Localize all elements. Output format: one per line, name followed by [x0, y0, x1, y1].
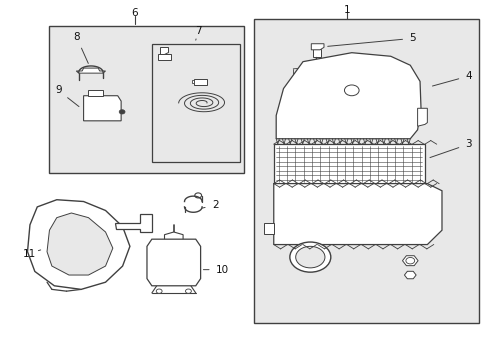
Text: 2: 2 — [202, 200, 218, 210]
Bar — [281, 187, 424, 237]
Circle shape — [295, 246, 325, 268]
Circle shape — [119, 110, 125, 114]
Polygon shape — [311, 44, 324, 50]
Polygon shape — [402, 256, 417, 266]
Polygon shape — [88, 90, 103, 96]
Circle shape — [405, 257, 414, 264]
Text: 4: 4 — [431, 71, 471, 86]
Text: 3: 3 — [429, 139, 471, 158]
Text: 9: 9 — [55, 85, 79, 107]
Bar — [273, 144, 424, 184]
Circle shape — [185, 289, 191, 293]
Polygon shape — [83, 96, 121, 121]
Text: 8: 8 — [73, 32, 88, 63]
Bar — [192, 80, 194, 83]
Polygon shape — [115, 214, 152, 232]
Polygon shape — [417, 108, 427, 126]
Polygon shape — [76, 68, 105, 73]
Bar — [152, 44, 239, 162]
Polygon shape — [264, 223, 273, 234]
Text: 7: 7 — [194, 26, 201, 40]
Circle shape — [344, 85, 358, 96]
Polygon shape — [147, 239, 200, 286]
Polygon shape — [27, 200, 130, 289]
Circle shape — [289, 242, 330, 272]
Text: 1: 1 — [343, 5, 349, 15]
Text: 11: 11 — [22, 248, 41, 258]
Bar — [49, 26, 244, 173]
Polygon shape — [276, 53, 420, 139]
Polygon shape — [404, 271, 415, 279]
Polygon shape — [160, 47, 167, 54]
Text: 10: 10 — [203, 265, 229, 275]
Polygon shape — [164, 232, 183, 243]
Bar — [312, 49, 321, 57]
Circle shape — [194, 193, 201, 198]
Polygon shape — [47, 213, 113, 275]
Polygon shape — [273, 184, 441, 244]
Circle shape — [156, 289, 162, 293]
Bar — [254, 19, 478, 323]
Bar — [158, 54, 171, 60]
Text: 6: 6 — [131, 8, 138, 18]
Bar — [194, 78, 206, 85]
Text: 5: 5 — [327, 33, 415, 46]
